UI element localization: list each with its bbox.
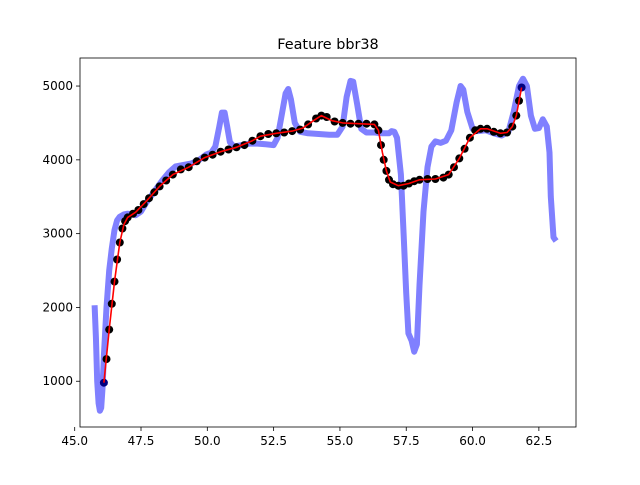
- fit-line: [103, 87, 523, 383]
- y-tick-label: 1000: [42, 374, 73, 388]
- axes-frame: [79, 57, 577, 428]
- chart-title: Feature bbr38: [277, 37, 378, 53]
- x-tick-label: 47.5: [128, 434, 155, 448]
- axes: 45.0 47.5 50.0 52.5 55.0 57.5 60.0 62.5 1000 2000…: [42, 57, 577, 448]
- y-tick-label: 4000: [42, 153, 73, 167]
- x-tick-label: 60.0: [459, 434, 486, 448]
- x-tick-label: 62.5: [526, 434, 553, 448]
- x-tick-label: 45.0: [61, 434, 88, 448]
- x-tick-label: 50.0: [194, 434, 221, 448]
- series-group: [91, 75, 559, 414]
- plot-area: [91, 75, 559, 414]
- y-tick-label: 2000: [42, 300, 73, 314]
- x-tick-label: 52.5: [260, 434, 287, 448]
- y-tick-label: 3000: [42, 227, 73, 241]
- y-tick-label: 5000: [42, 79, 73, 93]
- x-tick-label: 55.0: [327, 434, 354, 448]
- x-tick-label: 57.5: [393, 434, 420, 448]
